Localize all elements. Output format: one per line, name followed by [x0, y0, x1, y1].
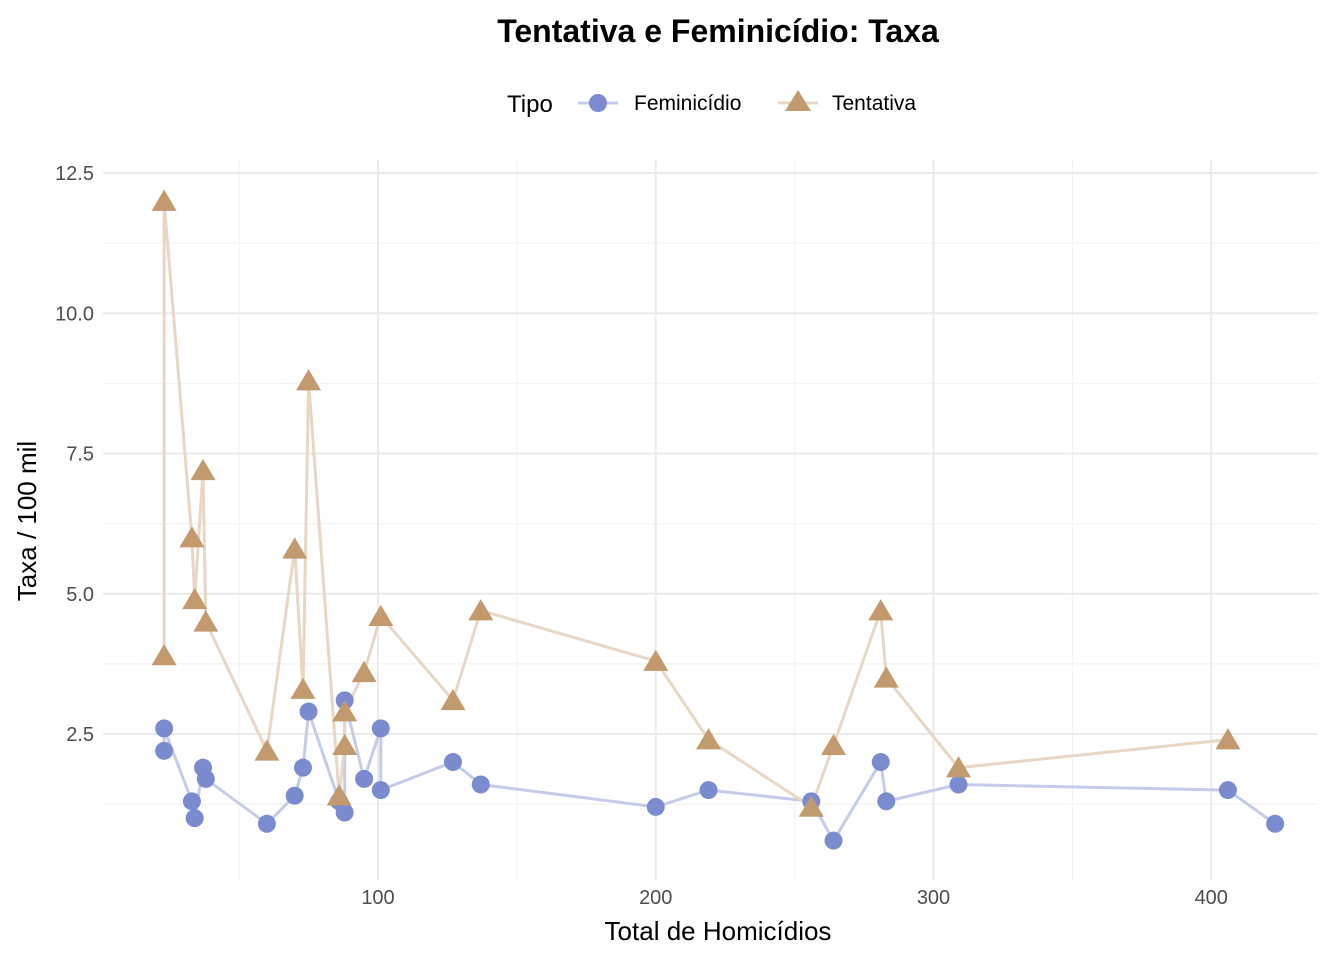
data-point-feminicidio — [877, 792, 896, 811]
data-point-feminicidio — [949, 775, 968, 794]
data-point-tentativa — [151, 189, 177, 211]
data-point-tentativa — [368, 604, 394, 626]
legend-label-tentativa: Tentativa — [832, 92, 916, 115]
data-point-feminicidio — [471, 775, 490, 794]
data-point-tentativa — [643, 649, 669, 671]
data-point-tentativa — [326, 784, 352, 806]
series-line-feminicidio — [162, 698, 1276, 843]
x-axis-title: Total de Homicídios — [605, 916, 832, 946]
data-point-feminicidio — [182, 792, 201, 811]
legend-key-tentativa — [778, 90, 818, 111]
data-point-tentativa — [798, 795, 824, 817]
data-point-tentativa — [254, 739, 280, 761]
data-point-tentativa — [332, 700, 358, 722]
data-point-feminicidio — [155, 719, 174, 738]
tick-labels: 100 200 300 400 2.5 5.0 7.5 10.0 12.5 — [55, 163, 1228, 909]
data-point-tentativa — [182, 587, 208, 610]
data-point-feminicidio — [294, 758, 313, 777]
data-point-feminicidio — [285, 786, 304, 805]
data-point-feminicidio — [1218, 781, 1237, 800]
y-axis-title: Taxa / 100 mil — [12, 441, 42, 601]
data-point-tentativa — [332, 733, 358, 755]
data-point-feminicidio — [824, 831, 843, 850]
x-tick-label: 100 — [361, 887, 394, 909]
x-tick-label: 300 — [917, 887, 950, 909]
y-tick-label: 7.5 — [66, 444, 94, 466]
data-point-tentativa — [193, 610, 219, 632]
data-point-feminicidio — [443, 753, 462, 772]
data-point-tentativa — [468, 599, 494, 621]
y-tick-label: 10.0 — [55, 303, 94, 325]
data-point-feminicidio — [371, 719, 390, 738]
data-point-tentativa — [873, 666, 899, 688]
data-point-feminicidio — [155, 741, 174, 760]
data-point-tentativa — [296, 369, 322, 391]
legend-title: Tipo — [507, 91, 553, 118]
x-tick-label: 400 — [1195, 887, 1228, 909]
series-lines — [162, 199, 1276, 843]
data-point-tentativa — [151, 643, 177, 666]
chart-title: Tentativa e Feminicídio: Taxa — [497, 13, 939, 49]
legend-marker-feminicidio — [589, 94, 607, 112]
data-point-tentativa — [179, 526, 205, 548]
data-point-tentativa — [696, 728, 722, 750]
series-marks — [151, 189, 1285, 850]
data-point-feminicidio — [699, 781, 718, 800]
data-point-feminicidio — [371, 781, 390, 800]
data-point-tentativa — [351, 660, 377, 683]
x-tick-label: 200 — [639, 887, 672, 909]
data-point-tentativa — [945, 756, 971, 778]
data-point-feminicidio — [185, 809, 204, 828]
data-point-tentativa — [440, 688, 466, 711]
data-point-feminicidio — [871, 753, 890, 772]
data-point-tentativa — [290, 677, 316, 699]
data-point-feminicidio — [1266, 814, 1285, 833]
y-tick-label: 2.5 — [66, 724, 94, 746]
series-line-tentativa — [162, 199, 1229, 809]
data-point-tentativa — [190, 458, 216, 481]
y-tick-label: 5.0 — [66, 584, 94, 606]
data-point-tentativa — [1215, 728, 1241, 750]
legend-marker-tentativa — [785, 90, 811, 111]
data-point-tentativa — [821, 733, 847, 755]
legend-key-feminicidio — [578, 94, 618, 112]
data-point-feminicidio — [196, 769, 215, 788]
data-point-tentativa — [868, 599, 894, 621]
legend-label-feminicidio: Feminicídio — [634, 92, 741, 115]
y-tick-label: 12.5 — [55, 163, 94, 185]
data-point-tentativa — [282, 537, 308, 559]
data-point-feminicidio — [335, 803, 354, 822]
legend: Tipo Feminicídio Tentativa — [507, 90, 916, 118]
data-point-feminicidio — [355, 769, 374, 788]
data-point-feminicidio — [299, 702, 318, 721]
data-point-feminicidio — [646, 797, 665, 816]
grid — [103, 160, 1318, 880]
data-point-feminicidio — [257, 814, 276, 833]
